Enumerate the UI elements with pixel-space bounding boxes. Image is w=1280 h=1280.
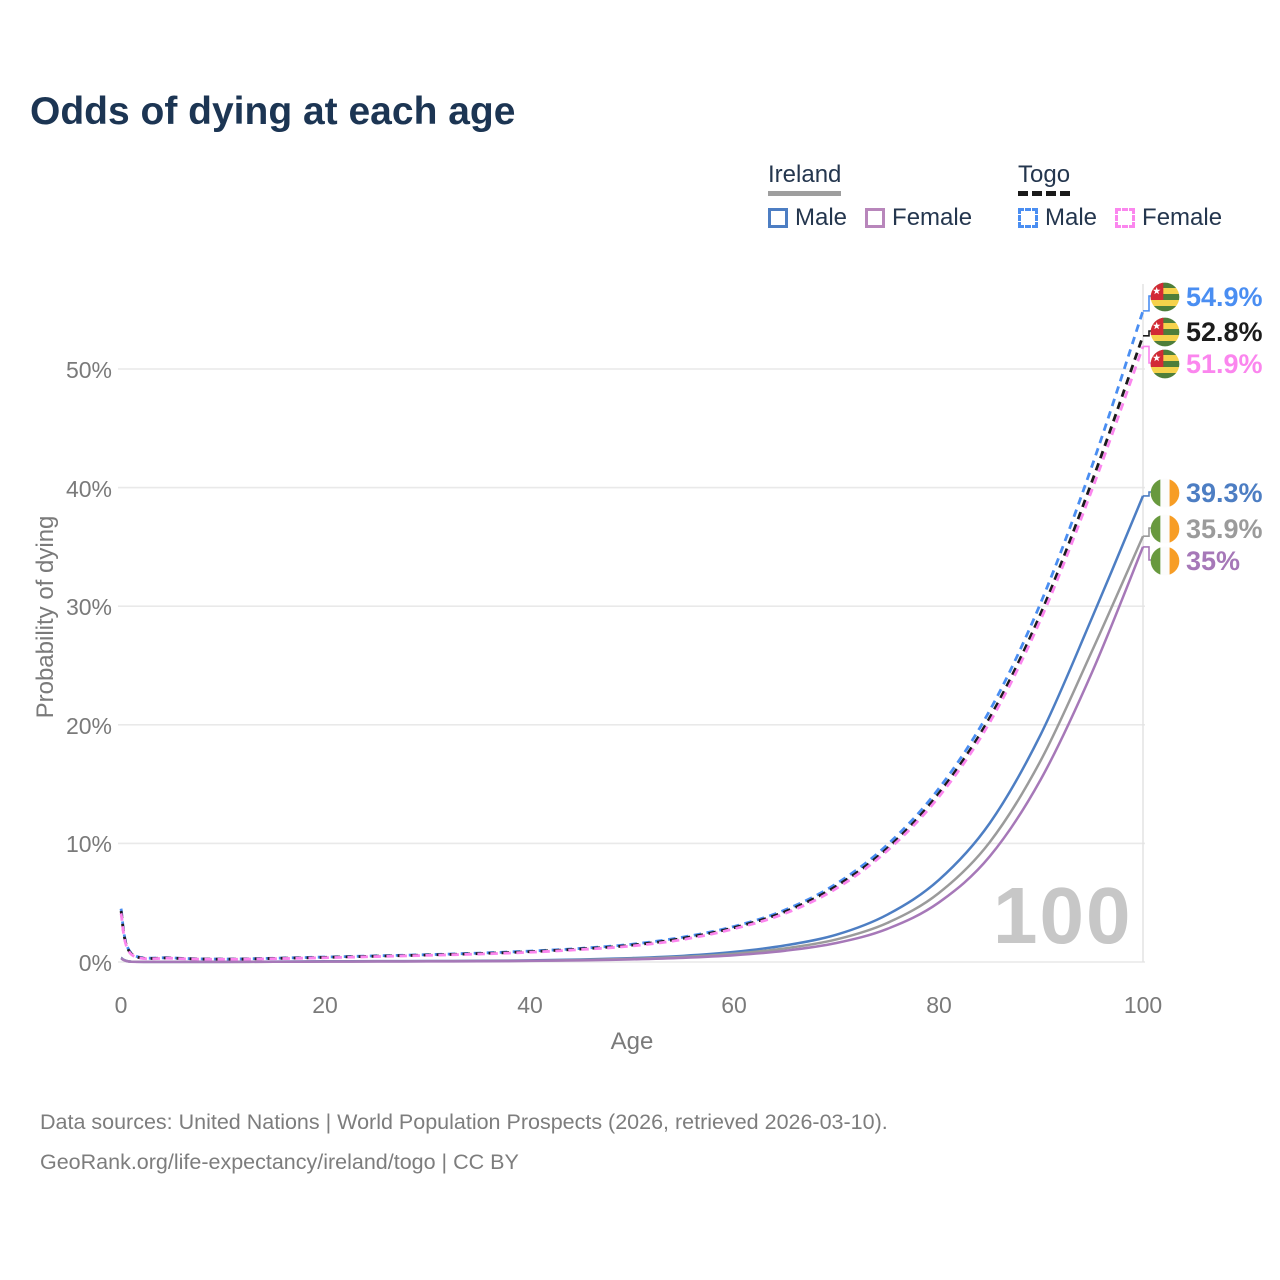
- y-axis-title: Probability of dying: [32, 515, 59, 719]
- togo-male-swatch-icon[interactable]: [1018, 208, 1038, 229]
- togo-female-swatch-icon[interactable]: [1115, 208, 1136, 229]
- legend-row-ireland: Male Female: [768, 204, 990, 232]
- y-tick-0: 0%: [78, 950, 112, 976]
- end-value-togo-male: 54.9%: [1186, 281, 1263, 312]
- y-tick-20: 20%: [65, 713, 112, 739]
- series-line-togo-both-sexes: [119, 335, 1145, 961]
- legend-label-togo-female[interactable]: Female: [1142, 204, 1223, 232]
- x-tick-80: 80: [926, 992, 952, 1018]
- data-sources-line: Data sources: United Nations | World Pop…: [40, 1110, 888, 1134]
- x-axis-title: Age: [610, 1028, 654, 1055]
- y-tick-30: 30%: [65, 594, 112, 620]
- legend-group-togo: Togo Male Female: [1018, 161, 1240, 232]
- legend-label-togo-male[interactable]: Male: [1045, 204, 1098, 232]
- legend-label-ireland-female[interactable]: Female: [892, 204, 973, 232]
- x-tick-0: 0: [114, 992, 128, 1018]
- end-label-ireland-female: 35%: [1150, 545, 1240, 577]
- end-value-togo-female: 51.9%: [1186, 348, 1263, 379]
- togo-flag-icon: [1150, 349, 1180, 379]
- togo-flag-icon: [1150, 282, 1180, 312]
- end-label-ireland-total: 35.9%: [1150, 513, 1263, 545]
- page-title: Odds of dying at each age: [30, 90, 516, 133]
- end-label-togo-total: 52.8%: [1150, 316, 1263, 348]
- ireland-flag-icon: [1150, 514, 1180, 544]
- series-line-ireland-both-sexes: [120, 535, 1145, 964]
- age-counter-watermark: 100: [993, 871, 1133, 960]
- y-tick-10: 10%: [65, 831, 112, 857]
- end-value-ireland-female: 35%: [1186, 545, 1241, 576]
- end-label-togo-male: 54.9%: [1150, 281, 1263, 313]
- x-tick-60: 60: [721, 992, 747, 1018]
- end-value-togo-total: 52.8%: [1186, 316, 1263, 347]
- end-value-ireland-total: 35.9%: [1186, 513, 1263, 544]
- y-tick-50: 50%: [65, 357, 112, 383]
- x-tick-40: 40: [517, 992, 543, 1018]
- x-tick-20: 20: [312, 992, 338, 1018]
- legend-row-togo: Male Female: [1018, 204, 1240, 232]
- x-tick-100: 100: [1123, 992, 1163, 1018]
- legend-country-ireland[interactable]: Ireland: [768, 161, 842, 197]
- legend-group-ireland: Ireland Male Female: [768, 161, 990, 232]
- ireland-flag-icon: [1150, 546, 1180, 576]
- series-line-togo-female: [119, 346, 1145, 961]
- end-label-ireland-male: 39.3%: [1150, 477, 1263, 509]
- ireland-flag-icon: [1150, 478, 1180, 508]
- series-line-togo-male: [119, 310, 1145, 961]
- ireland-male-swatch-icon[interactable]: [768, 208, 788, 229]
- end-label-togo-female: 51.9%: [1150, 348, 1263, 380]
- legend-country-togo[interactable]: Togo: [1018, 161, 1071, 197]
- legend-label-ireland-male[interactable]: Male: [795, 204, 848, 232]
- ireland-female-swatch-icon[interactable]: [865, 208, 886, 229]
- attribution-line[interactable]: GeoRank.org/life-expectancy/ireland/togo…: [40, 1150, 519, 1174]
- end-value-ireland-male: 39.3%: [1186, 477, 1263, 508]
- y-tick-40: 40%: [65, 476, 112, 502]
- series-line-ireland-female: [120, 546, 1145, 964]
- series-line-ireland-male: [120, 495, 1145, 964]
- togo-flag-icon: [1150, 317, 1180, 347]
